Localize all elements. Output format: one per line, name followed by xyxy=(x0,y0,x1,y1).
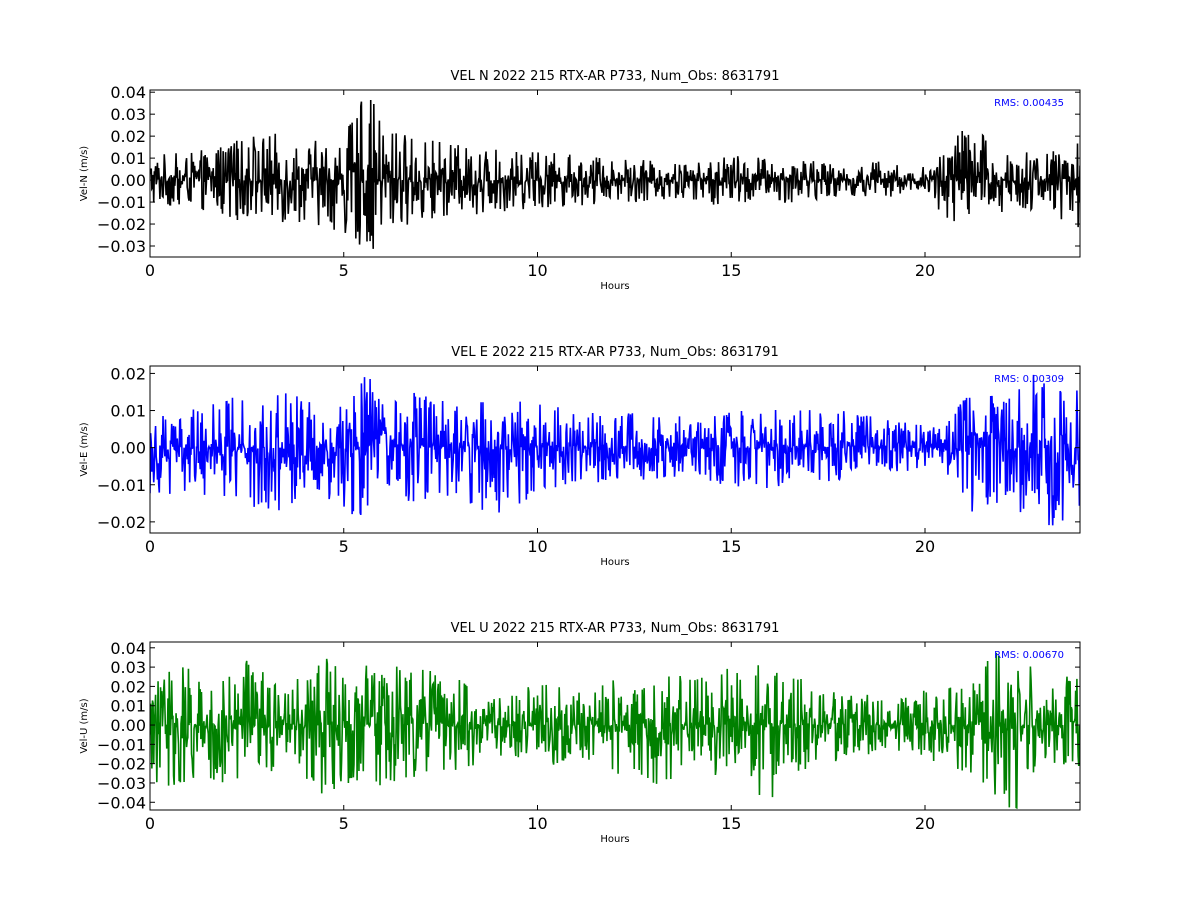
vel-e-ytick-label: 0.00 xyxy=(110,439,146,458)
vel-n-ytick-label: −0.03 xyxy=(97,237,146,256)
vel-u-xtick-label: 15 xyxy=(721,814,741,833)
vel-e-chart-title: VEL E 2022 215 RTX-AR P733, Num_Obs: 863… xyxy=(451,345,778,360)
vel-n-ytick-label: 0.02 xyxy=(110,127,146,146)
vel-u-ytick-label: −0.02 xyxy=(97,755,146,774)
vel-u-axes-frame xyxy=(149,641,1081,811)
vel-n-ytick-label: 0.03 xyxy=(110,105,146,124)
vel-e-axes-frame xyxy=(149,365,1081,534)
vel-n-y-axis-label: Vel-N (m/s) xyxy=(79,146,90,201)
vel-e-xtick-label: 20 xyxy=(915,537,935,556)
vel-e-xtick-label: 15 xyxy=(721,537,741,556)
vel-n-axes-frame xyxy=(149,89,1081,258)
vel-u-ytick-label: 0.02 xyxy=(110,677,146,696)
vel-e-ytick-label: 0.02 xyxy=(110,364,146,383)
vel-e-rms-annotation: RMS: 0.00309 xyxy=(994,374,1064,385)
vel-u-xtick-label: 20 xyxy=(915,814,935,833)
vel-u-rms-annotation: RMS: 0.00670 xyxy=(994,650,1064,661)
vel-n-xtick-label: 0 xyxy=(145,261,155,280)
vel-u-ytick-label: −0.03 xyxy=(97,774,146,793)
vel-u-xtick-label: 5 xyxy=(339,814,349,833)
vel-e-ytick-label: 0.01 xyxy=(110,402,146,421)
vel-u-ytick-label: −0.01 xyxy=(97,735,146,754)
vel-e-ytick-label: −0.01 xyxy=(97,476,146,495)
vel-u-chart-title: VEL U 2022 215 RTX-AR P733, Num_Obs: 863… xyxy=(451,621,780,636)
vel-n-xtick-label: 10 xyxy=(527,261,547,280)
vel-u-xtick-label: 0 xyxy=(145,814,155,833)
vel-n-rms-annotation: RMS: 0.00435 xyxy=(994,98,1064,109)
vel-n-x-axis-label: Hours xyxy=(600,281,629,292)
vel-e-ytick-label: −0.02 xyxy=(97,513,146,532)
vel-e-xtick-label: 0 xyxy=(145,537,155,556)
vel-e-xtick-label: 10 xyxy=(527,537,547,556)
vel-u-ytick-label: 0.00 xyxy=(110,716,146,735)
vel-n-xtick-label: 15 xyxy=(721,261,741,280)
vel-n-ytick-label: 0.01 xyxy=(110,149,146,168)
vel-n-series-line xyxy=(150,99,1080,249)
vel-u-ytick-label: 0.04 xyxy=(110,639,146,658)
vel-n-ytick-label: 0.04 xyxy=(110,83,146,102)
vel-u-ytick-label: 0.03 xyxy=(110,658,146,677)
vel-u-xtick-label: 10 xyxy=(527,814,547,833)
vel-n-xtick-label: 5 xyxy=(339,261,349,280)
vel-n-ytick-label: −0.02 xyxy=(97,215,146,234)
vel-n-ytick-label: −0.01 xyxy=(97,193,146,212)
vel-e-xtick-label: 5 xyxy=(339,537,349,556)
vel-u-series-line xyxy=(150,652,1080,810)
vel-n-xtick-label: 20 xyxy=(915,261,935,280)
vel-n-chart-title: VEL N 2022 215 RTX-AR P733, Num_Obs: 863… xyxy=(451,69,780,84)
vel-u-ytick-label: 0.01 xyxy=(110,697,146,716)
vel-e-series-line xyxy=(150,374,1080,526)
vel-e-x-axis-label: Hours xyxy=(600,557,629,568)
vel-n-ytick-label: 0.00 xyxy=(110,171,146,190)
vel-u-y-axis-label: Vel-U (m/s) xyxy=(79,698,90,753)
vel-e-y-axis-label: Vel-E (m/s) xyxy=(79,422,90,476)
vel-u-x-axis-label: Hours xyxy=(600,834,629,845)
vel-u-ytick-label: −0.04 xyxy=(97,793,146,812)
